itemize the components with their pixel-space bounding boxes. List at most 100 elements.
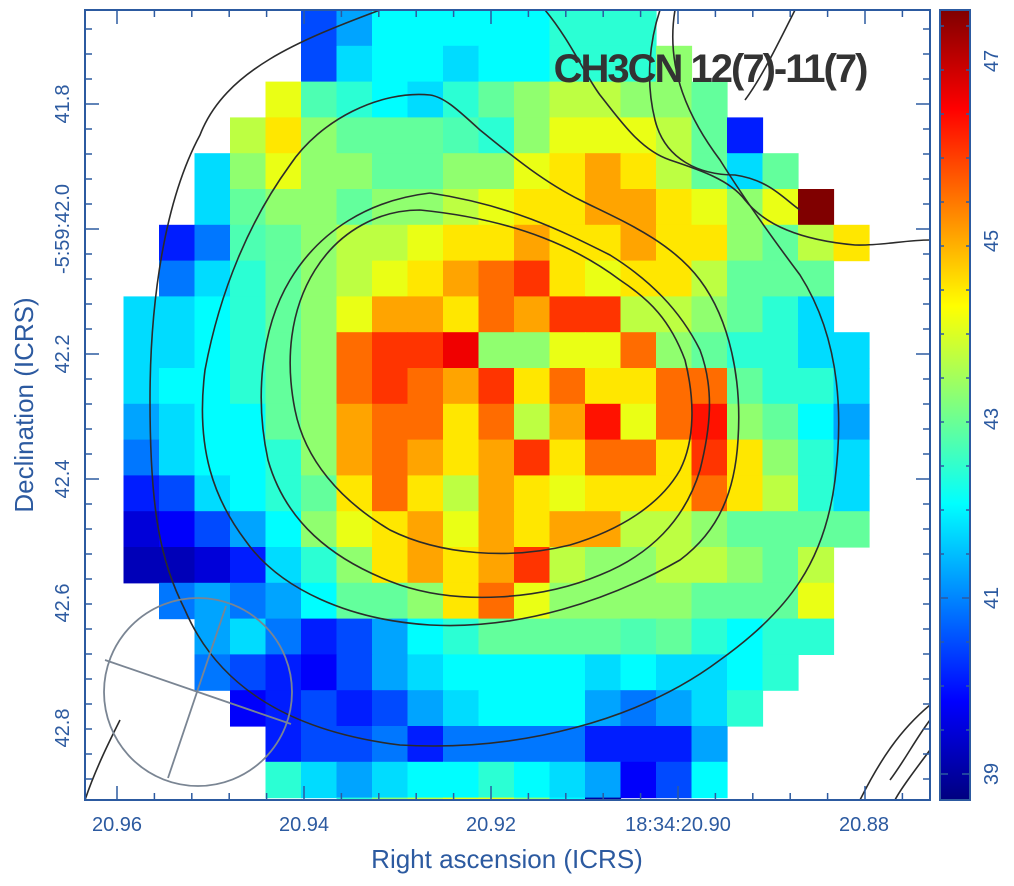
heatmap-pixel (336, 511, 373, 548)
heatmap-pixel (727, 547, 764, 584)
heatmap-pixel (443, 153, 480, 190)
heatmap-pixel (762, 439, 799, 476)
plot-frame (84, 9, 931, 801)
contour-inner-1 (260, 192, 711, 599)
heatmap-pixel (478, 797, 515, 800)
y-tick-label: 42.8 (52, 709, 74, 748)
heatmap-pixel (230, 260, 267, 297)
heatmap-pixel (514, 439, 551, 476)
heatmap-pixel (301, 761, 338, 799)
heatmap-pixel (372, 296, 409, 333)
heatmap-pixel (727, 332, 764, 369)
heatmap-pixel (656, 726, 693, 763)
heatmap-pixel (407, 117, 444, 154)
heatmap-pixel (372, 618, 409, 655)
contour-outer (149, 10, 840, 747)
heatmap-pixel (194, 224, 231, 262)
heatmap-pixel (585, 403, 622, 441)
x-tick-labels: 20.96 20.94 20.92 18:34:20.90 20.88 (92, 814, 889, 836)
heatmap-pixel (336, 726, 373, 763)
heatmap-pixel (336, 296, 373, 333)
heatmap-pixel (443, 117, 480, 154)
heatmap-pixel (372, 260, 409, 297)
beam-ellipse (103, 597, 293, 787)
heatmap-pixel (798, 189, 835, 226)
heatmap-pixel (691, 582, 728, 620)
heatmap-pixel (230, 439, 267, 476)
heatmap-pixel (372, 45, 409, 83)
heatmap-pixel (478, 153, 515, 190)
heatmap-pixel (478, 690, 515, 727)
heatmap-pixel (194, 654, 231, 691)
heatmap-pixel (656, 439, 693, 476)
heatmap-pixel (514, 690, 551, 727)
heatmap-pixel (514, 45, 551, 83)
heatmap-pixel (549, 654, 586, 691)
heatmap-pixel (443, 332, 480, 369)
heatmap-pixel (443, 761, 480, 799)
colorbar-ticks (940, 25, 970, 775)
heatmap-pixel (194, 153, 231, 190)
heatmap-pixel (265, 81, 302, 118)
heatmap-pixel (833, 511, 870, 548)
contour-lines (85, 10, 930, 800)
heatmap-pixel (265, 189, 302, 226)
y-tick-labels: 41.8 -5:59:42.0 42.2 42.4 42.6 42.8 (52, 85, 74, 748)
heatmap-pixel (159, 547, 196, 584)
y-tick-label: 42.4 (52, 460, 74, 499)
heatmap-pixel (691, 726, 728, 763)
heatmap-pixel (691, 189, 728, 226)
contour-ne-2 (648, 10, 801, 211)
heatmap-pixel (514, 368, 551, 405)
heatmap-pixel (407, 475, 444, 512)
contour-se-2 (894, 749, 930, 800)
heatmap-pixel (407, 153, 444, 190)
heatmap-pixel (159, 511, 196, 548)
heatmap-pixel (301, 582, 338, 620)
y-tick-label: 42.6 (52, 584, 74, 623)
heatmap-pixel (407, 10, 444, 47)
contour-inner-2 (289, 209, 693, 555)
contour-middle (201, 93, 740, 627)
heatmap-pixel (727, 224, 764, 262)
heatmap-pixel (549, 403, 586, 441)
heatmap-pixel (798, 296, 835, 333)
heatmap-pixel (514, 81, 551, 118)
heatmap-pixel (159, 368, 196, 405)
heatmap-pixel (514, 117, 551, 154)
heatmap-pixel (585, 654, 622, 691)
heatmap-pixel (727, 189, 764, 226)
heatmap-pixel (691, 690, 728, 727)
heatmap-pixel (585, 690, 622, 727)
heatmap-pixel (301, 475, 338, 512)
heatmap-pixel (833, 332, 870, 369)
heatmap-pixel (620, 618, 657, 655)
heatmap-pixel (407, 81, 444, 118)
heatmap-pixel (123, 439, 160, 476)
heatmap-pixel (656, 403, 693, 441)
heatmap-pixel (372, 439, 409, 476)
x-tick-label: 20.92 (466, 814, 516, 836)
heatmap-pixel (727, 475, 764, 512)
heatmap-pixel (265, 761, 302, 799)
heatmap-pixel (478, 81, 515, 118)
heatmap-pixel (762, 654, 799, 691)
heatmap-pixel (230, 618, 267, 655)
colorbar-tick-label: 43 (981, 408, 1003, 430)
heatmap-pixel (727, 296, 764, 333)
heatmap-pixel (478, 117, 515, 154)
heatmap-pixel (372, 224, 409, 262)
heatmap-pixel (443, 368, 480, 405)
heatmap-pixel (336, 260, 373, 297)
heatmap-pixel (833, 368, 870, 405)
heatmap-pixel (727, 654, 764, 691)
heatmap-pixel (123, 547, 160, 584)
heatmap-pixel (585, 332, 622, 369)
heatmap-pixel (443, 10, 480, 47)
heatmap-pixel (691, 260, 728, 297)
heatmap-pixel (336, 582, 373, 620)
contour-se-3 (889, 719, 930, 781)
heatmap-pixel (585, 260, 622, 297)
heatmap-pixel (301, 296, 338, 333)
heatmap-pixel (478, 332, 515, 369)
